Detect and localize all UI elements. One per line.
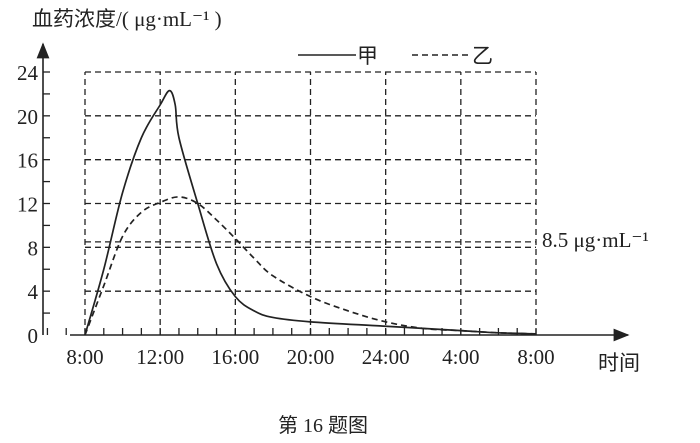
x-tick-label: 20:00 (287, 345, 335, 369)
y-tick-label: 24 (17, 61, 39, 85)
x-tick-label: 16:00 (211, 345, 259, 369)
x-tick-label: 4:00 (442, 345, 479, 369)
reference-line-label: 8.5 μg·mL⁻¹ (542, 228, 649, 252)
legend-label-jia: 甲 (357, 44, 378, 68)
y-axis-label: 血药浓度/( μg·mL⁻¹ ) (32, 7, 222, 31)
series-line-jia (84, 89, 537, 336)
x-axis-label: 时间 (598, 351, 640, 375)
axes: 0 4 8 12 16 20 24 8:00 12:00 16:00 20:00 24:00 4:00 8… (17, 42, 630, 369)
y-tick-label: 16 (17, 149, 38, 173)
figure-caption: 第 16 题图 (278, 414, 368, 437)
x-tick-label: 24:00 (362, 345, 410, 369)
y-tick-label: 0 (28, 324, 39, 348)
series-line-yi (84, 196, 537, 336)
y-tick-label: 4 (28, 280, 39, 304)
y-tick-label: 12 (17, 193, 38, 217)
x-tick-label: 8:00 (517, 345, 554, 369)
grid (84, 71, 537, 335)
legend-label-yi: 乙 (472, 44, 493, 68)
x-tick-label: 12:00 (136, 345, 184, 369)
series-group (84, 89, 537, 336)
y-tick-label: 20 (17, 105, 38, 129)
y-tick-label: 8 (28, 236, 39, 260)
x-tick-label: 8:00 (66, 345, 103, 369)
